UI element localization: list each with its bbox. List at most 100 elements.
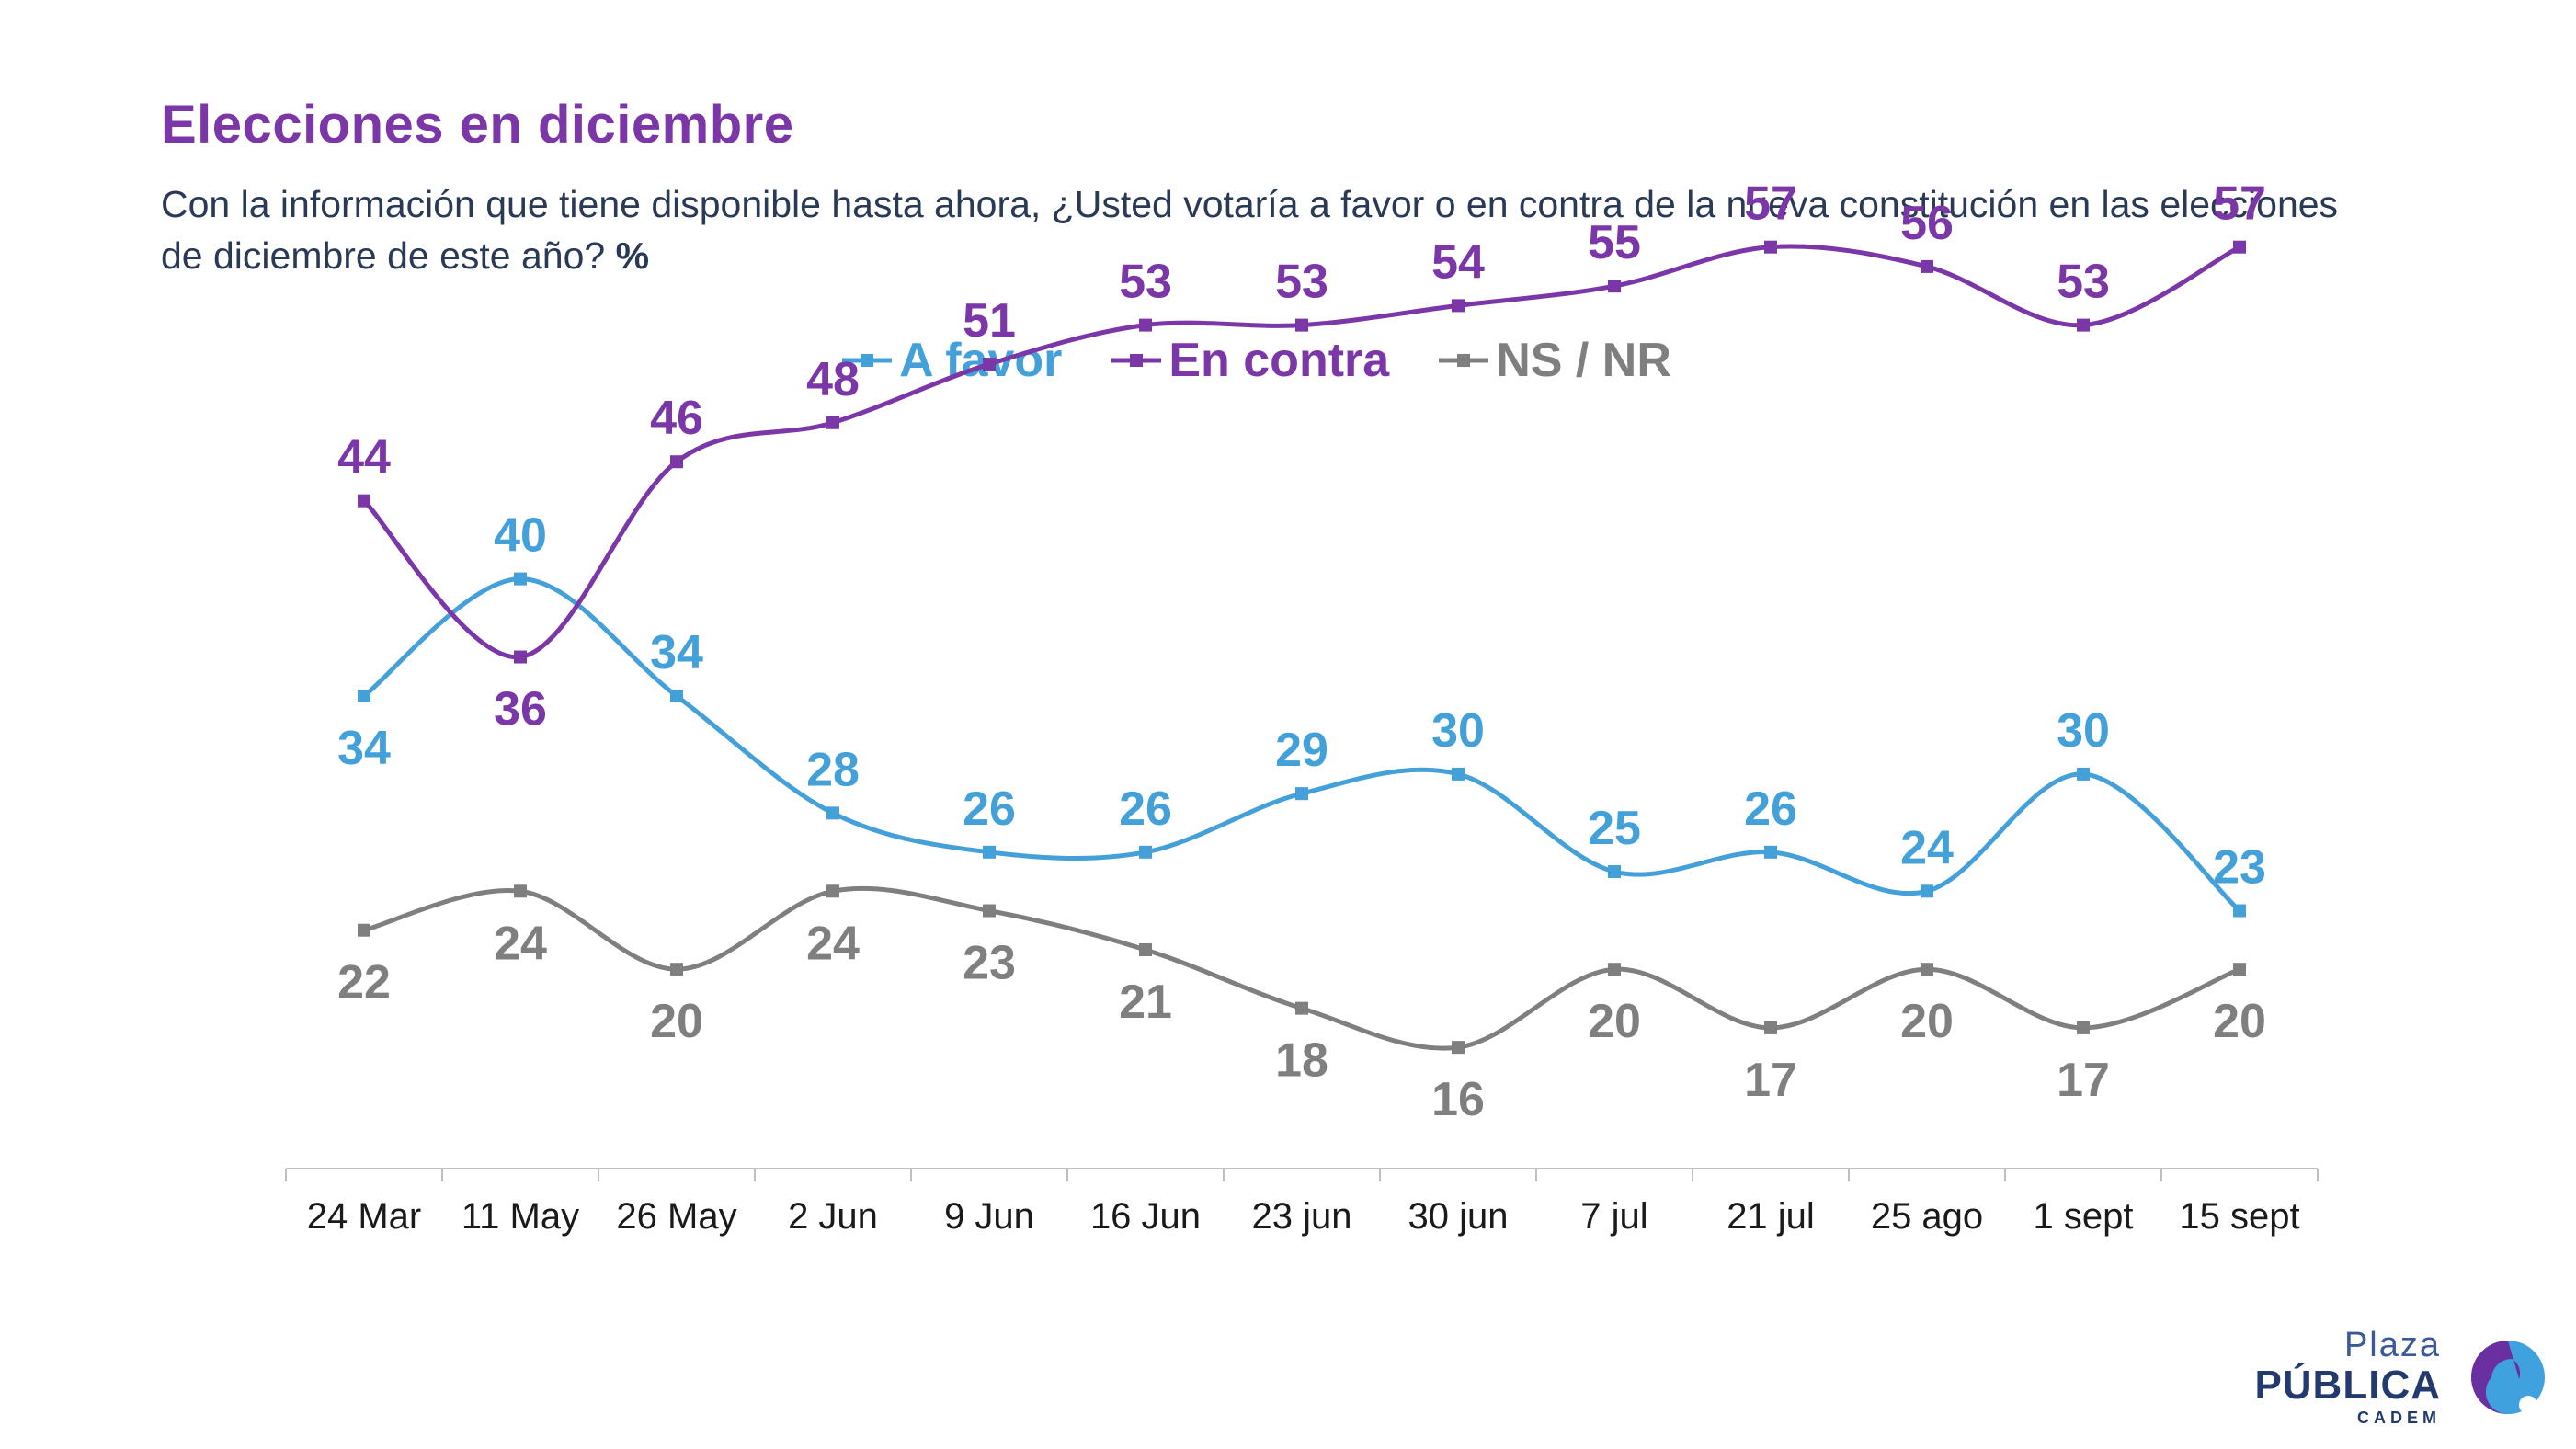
data-point <box>826 884 839 898</box>
data-point <box>1452 299 1465 313</box>
data-point <box>826 806 839 820</box>
data-point <box>1764 240 1777 254</box>
logo-line1: Plaza <box>2343 1326 2441 1364</box>
legend-label: A favor <box>899 334 1063 387</box>
legend-item-2: NS / NR <box>1437 333 1671 388</box>
data-point <box>1608 963 1621 976</box>
legend-label: En contra <box>1168 334 1390 387</box>
data-label: 23 <box>2213 841 2266 895</box>
chart-legend: A favor En contra NS / NR <box>0 333 2544 388</box>
data-point <box>2233 904 2246 918</box>
data-label: 20 <box>650 995 703 1048</box>
data-point <box>1608 865 1621 879</box>
data-point <box>670 689 683 702</box>
x-tick-label: 7 jul <box>1580 1196 1647 1237</box>
data-label: 22 <box>337 956 391 1010</box>
data-point <box>358 689 370 702</box>
x-tick-label: 11 May <box>462 1196 579 1237</box>
x-tick-label: 1 sept <box>2034 1196 2134 1237</box>
data-point <box>670 963 683 976</box>
data-label: 18 <box>1275 1034 1328 1088</box>
data-point <box>514 650 527 664</box>
data-point <box>1139 845 1152 859</box>
data-point <box>983 904 996 918</box>
data-label: 25 <box>1588 802 1641 855</box>
data-label: 36 <box>494 683 547 736</box>
data-point <box>2233 963 2246 976</box>
data-label: 48 <box>806 353 860 406</box>
plaza-publica-cadem-logo: Plaza PÚBLICA CADEM <box>2254 1324 2556 1430</box>
data-label: 53 <box>1275 256 1328 309</box>
subtitle-unit: % <box>615 234 650 277</box>
data-label: 20 <box>1900 995 1954 1048</box>
data-point <box>1921 963 1933 976</box>
data-label: 34 <box>650 626 703 679</box>
data-point <box>2077 318 2090 332</box>
data-point <box>670 455 683 469</box>
data-point <box>1139 942 1152 956</box>
logo-line2: PÚBLICA <box>2254 1363 2441 1408</box>
data-point <box>983 845 996 859</box>
data-point <box>1764 1021 1777 1034</box>
data-label: 16 <box>1431 1073 1485 1126</box>
data-label: 17 <box>2057 1054 2110 1107</box>
data-point <box>1295 318 1308 332</box>
data-point <box>1452 767 1465 781</box>
x-tick-label: 9 Jun <box>944 1196 1034 1237</box>
data-label: 21 <box>1119 976 1172 1029</box>
x-tick-label: 21 jul <box>1727 1196 1815 1237</box>
data-label: 40 <box>494 509 547 563</box>
data-label: 24 <box>494 917 547 970</box>
x-tick-label: 24 Mar <box>307 1196 422 1237</box>
data-label: 57 <box>1744 177 1797 231</box>
x-tick-label: 25 ago <box>1871 1196 1983 1237</box>
data-point <box>2233 240 2246 254</box>
data-label: 24 <box>1900 821 1954 874</box>
data-label: 23 <box>963 937 1016 990</box>
data-label: 51 <box>963 294 1016 348</box>
series-line-2 <box>363 885 2240 1051</box>
data-point <box>1295 1001 1308 1015</box>
data-point <box>1452 1041 1465 1055</box>
x-tick-label: 16 Jun <box>1090 1196 1201 1237</box>
x-tick-label: 23 jun <box>1252 1196 1352 1237</box>
data-point <box>358 923 370 937</box>
data-label: 20 <box>1588 995 1641 1048</box>
legend-item-0: A favor <box>840 333 1062 388</box>
data-label: 28 <box>806 743 860 796</box>
x-tick-label: 26 May <box>616 1196 736 1237</box>
data-label: 17 <box>1744 1054 1797 1107</box>
data-label: 26 <box>963 782 1016 836</box>
legend-swatch-icon <box>1111 354 1162 367</box>
data-point <box>2077 1021 2090 1034</box>
data-point <box>1921 884 1933 898</box>
x-tick-label: 15 sept <box>2179 1196 2299 1237</box>
data-label: 29 <box>1275 724 1328 777</box>
data-point <box>358 494 370 508</box>
data-label: 34 <box>337 722 391 775</box>
chart-subtitle: Con la información que tiene disponible … <box>161 178 2386 281</box>
legend-swatch-icon <box>1439 354 1489 367</box>
legend-label: NS / NR <box>1496 334 1671 387</box>
data-point <box>1921 259 1933 273</box>
data-point <box>2077 767 2090 781</box>
subtitle-text: Con la información que tiene disponible … <box>161 183 2339 277</box>
data-point <box>983 358 996 371</box>
data-point <box>1764 845 1777 859</box>
data-label: 56 <box>1900 197 1954 250</box>
data-point <box>1608 280 1621 293</box>
data-point <box>826 416 839 429</box>
data-label: 24 <box>806 917 860 970</box>
data-point <box>1295 787 1308 801</box>
data-label: 53 <box>2057 256 2110 309</box>
data-label: 44 <box>337 431 391 485</box>
legend-item-1: En contra <box>1110 333 1389 388</box>
data-label: 20 <box>2213 995 2266 1048</box>
data-label: 30 <box>1431 704 1485 758</box>
legend-swatch-icon <box>842 354 893 367</box>
data-label: 26 <box>1119 782 1172 836</box>
data-label: 57 <box>2213 177 2266 231</box>
x-tick-label: 2 Jun <box>788 1196 878 1237</box>
data-label: 26 <box>1744 782 1797 836</box>
